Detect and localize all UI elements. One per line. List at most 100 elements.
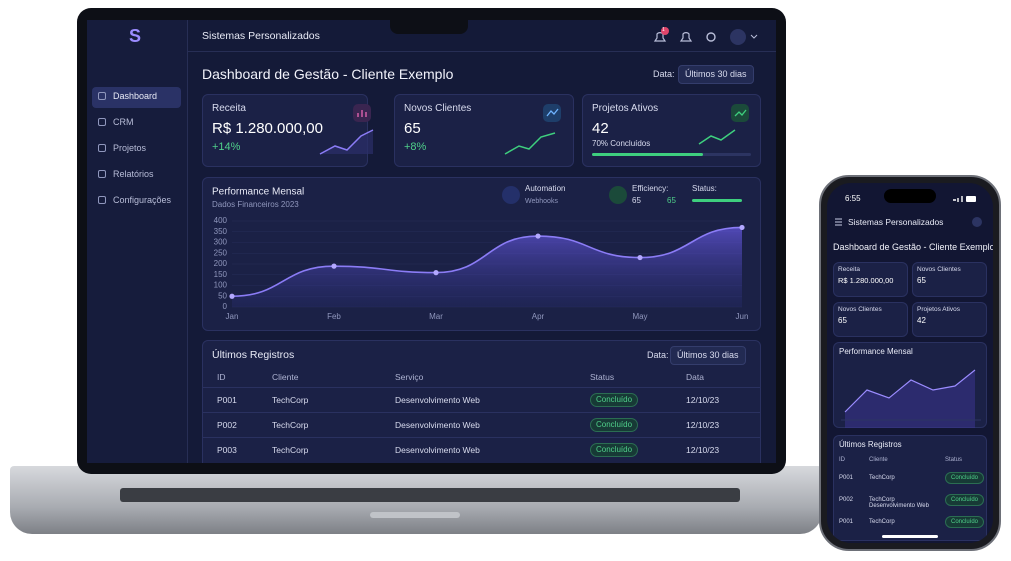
row-divider	[203, 412, 760, 413]
table-cell: 12/10/23	[686, 420, 720, 430]
card-label: Novos Clientes	[404, 103, 472, 114]
nav-icon	[98, 170, 106, 178]
phone-card-value: R$ 1.280.000,00	[838, 276, 894, 285]
phone-card	[833, 302, 908, 337]
phone-card-label: Receita	[838, 266, 861, 273]
phone-table-cell: TechCorp	[869, 519, 895, 525]
nav-item[interactable]: Projetos	[113, 143, 147, 153]
status-pill: Concluído	[590, 418, 639, 432]
table-cell: TechCorp	[272, 445, 309, 455]
app-name: Sistemas Personalizados	[202, 30, 320, 42]
data-point	[229, 293, 235, 299]
card-label: Receita	[212, 103, 246, 114]
table-panel	[202, 340, 761, 463]
data-point	[739, 224, 745, 231]
phone-card-label: Projetos Ativos	[917, 306, 960, 313]
phone-card	[912, 302, 987, 337]
phone-card-label: Novos Clientes	[917, 266, 961, 273]
line	[231, 226, 743, 298]
phone-card	[912, 262, 987, 297]
y-tick-label: 300	[214, 238, 228, 247]
nav-item[interactable]: Dashboard	[113, 91, 158, 101]
y-tick-label: 50	[218, 291, 227, 300]
table-title: Últimos Registros	[212, 349, 295, 361]
phone-table-header: Status	[945, 457, 963, 463]
brand-logo: S	[129, 26, 142, 46]
y-tick-label: 200	[214, 259, 228, 268]
table-cell: Desenvolvimento Web	[395, 395, 480, 405]
y-tick-label: 100	[214, 281, 228, 290]
card-change: +14%	[212, 141, 241, 153]
notification-badge: 1	[662, 27, 665, 33]
keyboard-slot	[120, 488, 740, 502]
status-pill: Concluído	[590, 443, 639, 457]
nav-icon	[98, 92, 106, 100]
phone-screen: 6:55 Sistemas Personalizados Dashboard d…	[827, 183, 993, 543]
table-cell: P003	[217, 445, 237, 455]
line-area	[232, 227, 742, 307]
nav-icon	[98, 118, 106, 126]
nav-icon	[98, 144, 106, 152]
card-note: 70% Concluídos	[592, 139, 651, 148]
phone-app-name: Sistemas Personalizados	[848, 217, 944, 227]
chart-title: Performance Mensal	[212, 187, 304, 198]
x-tick-label: May	[632, 312, 647, 321]
phone-table-cell: P001	[839, 475, 854, 481]
nav-item[interactable]: Relatórios	[113, 169, 154, 179]
phone-card-value: 42	[917, 316, 926, 325]
x-tick-label: Jun	[736, 312, 749, 321]
table-cell: TechCorp	[272, 420, 309, 430]
status-pill: Concluído	[945, 472, 985, 484]
data-point	[637, 254, 643, 261]
date-select[interactable]: Últimos 30 dias	[678, 65, 754, 84]
phone-table-cell: P002	[839, 497, 854, 503]
card-change: +8%	[404, 141, 427, 153]
dynamic-island	[884, 189, 936, 203]
phone-card-label: Novos Clientes	[838, 306, 882, 313]
table-cell: Desenvolvimento Web	[395, 420, 480, 430]
nav-item[interactable]: CRM	[113, 117, 134, 127]
phone-card	[833, 262, 908, 297]
y-tick-label: 0	[223, 302, 228, 311]
table-header: Data	[686, 372, 704, 382]
x-tick-label: Feb	[327, 312, 341, 321]
phone-card-value: 65	[838, 316, 847, 325]
table-header: Serviço	[395, 372, 424, 382]
line-chart: Performance Mensal Dados Financeiros 202…	[212, 184, 749, 321]
date-label: Data:	[647, 350, 669, 360]
table-cell: Desenvolvimento Web	[395, 445, 480, 455]
phone-table-cell: P001	[839, 519, 854, 525]
card-value: R$ 1.280.000,00	[212, 120, 323, 137]
y-tick-label: 350	[214, 227, 228, 236]
status-bar	[692, 199, 742, 202]
status-pill: Concluído	[945, 494, 985, 506]
table-header: Status	[590, 372, 615, 382]
card-label: Projetos Ativos	[592, 103, 659, 114]
x-tick-label: Apr	[532, 312, 545, 321]
card	[202, 94, 368, 167]
table-header: ID	[217, 372, 226, 382]
home-indicator	[882, 535, 938, 538]
phone-table-header: ID	[839, 457, 845, 463]
y-tick-label: 400	[214, 216, 228, 225]
camera-notch	[390, 18, 468, 34]
card-value: 42	[592, 120, 609, 137]
table-cell: 12/10/23	[686, 445, 720, 455]
nav-icon	[98, 196, 106, 204]
date-select[interactable]: Últimos 30 dias	[670, 346, 746, 365]
phone-table-cell: TechCorp Desenvolvimento Web	[869, 497, 929, 509]
chart-subtitle: Dados Financeiros 2023	[212, 200, 299, 209]
phone-title: Dashboard de Gestão - Cliente Exemplo	[833, 242, 993, 252]
page-title: Dashboard de Gestão - Cliente Exemplo	[202, 66, 454, 82]
data-point	[535, 233, 541, 239]
table-cell: P002	[217, 420, 237, 430]
widget-label: Automation	[525, 184, 565, 193]
phone-icons	[835, 196, 982, 227]
widget-label: Status:	[692, 184, 717, 193]
nav-item[interactable]: Configurações	[113, 195, 172, 205]
widget-sub: 65	[632, 196, 641, 205]
phone-table-cell: TechCorp	[869, 475, 895, 481]
table-header: Cliente	[272, 372, 299, 382]
card-value: 65	[404, 120, 421, 137]
